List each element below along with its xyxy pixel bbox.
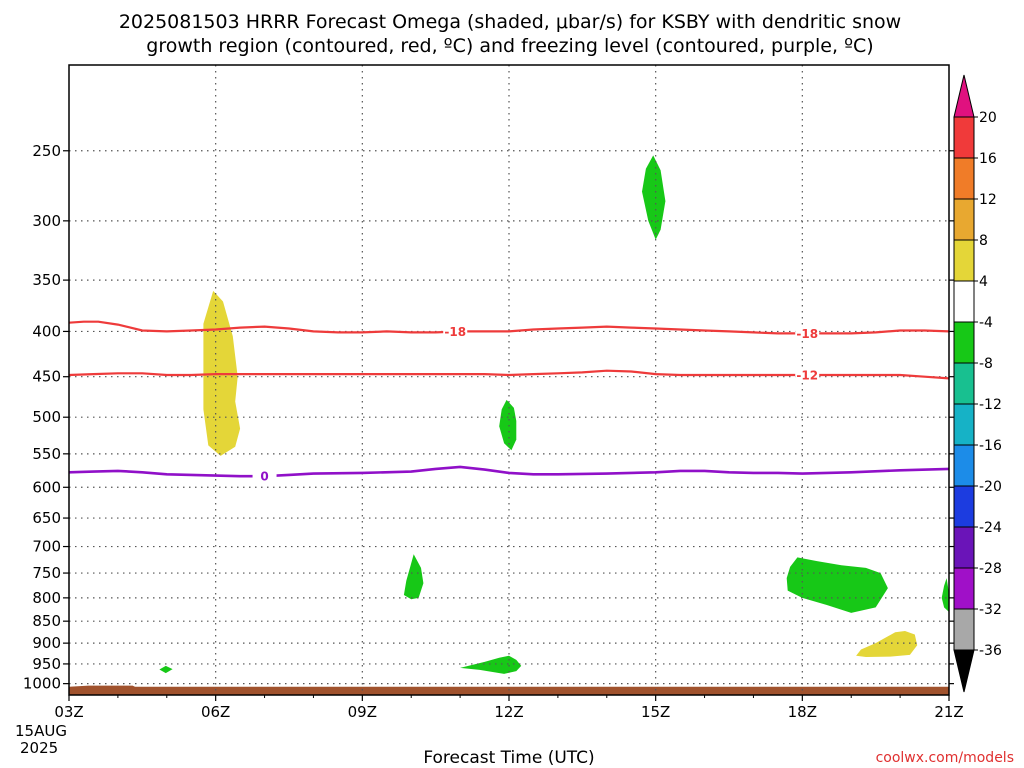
x-tick-label: 12Z bbox=[494, 703, 523, 721]
contour-line-0 bbox=[69, 465, 949, 478]
contour-label: -12 bbox=[796, 368, 818, 382]
x-tick-label: 18Z bbox=[788, 703, 817, 721]
contour-label-bg bbox=[795, 367, 820, 382]
y-tick-label: 600 bbox=[32, 478, 61, 496]
contour-label-layer: -18 -18 -12 0 bbox=[252, 324, 820, 484]
omega-shaded-region-1 bbox=[642, 155, 666, 240]
colorbar-box bbox=[953, 198, 975, 241]
chart-title-line-1: 2025081503 HRRR Forecast Omega (shaded, … bbox=[119, 11, 901, 33]
colorbar-tick-label: -36 bbox=[979, 643, 1002, 659]
colorbar-box bbox=[953, 321, 975, 364]
x-tick-label: 06Z bbox=[201, 703, 230, 721]
colorbar-tick-label: -16 bbox=[979, 438, 1002, 454]
x-tick-label: 09Z bbox=[348, 703, 377, 721]
colorbar-tick-label: 12 bbox=[979, 192, 997, 208]
colorbar-box bbox=[953, 567, 975, 610]
colorbar-bottom-arrow bbox=[953, 649, 975, 693]
plot-area: -18 -18 -12 0 bbox=[68, 64, 950, 696]
y-tick-label: 550 bbox=[32, 445, 61, 463]
contour-label-bg bbox=[252, 469, 277, 484]
omega-shaded-region-4 bbox=[786, 557, 888, 613]
omega-shaded-region-6 bbox=[460, 655, 522, 674]
colorbar-tick-label: -32 bbox=[979, 602, 1002, 618]
colorbar-tick-label: -20 bbox=[979, 479, 1002, 495]
x-axis: 03Z 06Z 09Z 12Z 15Z 18Z 21Z bbox=[54, 695, 964, 721]
y-tick-label: 800 bbox=[32, 589, 61, 607]
chart-title-line-2: growth region (contoured, red, ºC) and f… bbox=[146, 35, 873, 57]
colorbar-tick-label: -28 bbox=[979, 561, 1002, 577]
omega-shaded-region-7 bbox=[159, 665, 173, 674]
x-tick-label: 21Z bbox=[934, 703, 963, 721]
omega-shaded-region-2 bbox=[499, 399, 517, 451]
colorbar-top-arrow bbox=[953, 74, 975, 118]
contour-label: -18 bbox=[444, 325, 466, 339]
colorbar-box bbox=[953, 608, 975, 651]
x-tick-label: 03Z bbox=[54, 703, 83, 721]
x-date-line-2: 2025 bbox=[20, 739, 58, 757]
contour-label-bg bbox=[443, 324, 468, 339]
contour-label: -18 bbox=[796, 327, 818, 341]
omega-shaded-region-3 bbox=[403, 554, 424, 600]
colorbar-box bbox=[953, 444, 975, 487]
grid-layer bbox=[69, 65, 949, 695]
colorbar-tick-label: 8 bbox=[979, 233, 988, 249]
colorbar-tick-label: 16 bbox=[979, 151, 997, 167]
omega-shaded-region-5 bbox=[941, 578, 949, 612]
contour-label: 0 bbox=[260, 470, 268, 484]
y-tick-label: 450 bbox=[32, 368, 61, 386]
y-tick-label: 700 bbox=[32, 538, 61, 556]
contour-line--12 bbox=[69, 369, 949, 380]
y-tick-label: 500 bbox=[32, 408, 61, 426]
x-axis-title: Forecast Time (UTC) bbox=[423, 748, 594, 768]
credit-link[interactable]: coolwx.com/models bbox=[876, 750, 1014, 766]
colorbar-box bbox=[953, 485, 975, 528]
colorbar-box bbox=[953, 526, 975, 569]
colorbar-box bbox=[953, 157, 975, 200]
y-tick-label: 250 bbox=[32, 142, 61, 160]
y-tick-label: 300 bbox=[32, 212, 61, 230]
y-tick-label: 400 bbox=[32, 322, 61, 340]
colorbar-box bbox=[953, 239, 975, 282]
colorbar-tick-label: 20 bbox=[979, 110, 997, 126]
y-tick-label: 650 bbox=[32, 509, 61, 527]
x-date-line-1: 15AUG bbox=[15, 722, 67, 740]
y-tick-label: 950 bbox=[32, 655, 61, 673]
y-tick-label: 750 bbox=[32, 564, 61, 582]
x-tick-label: 15Z bbox=[641, 703, 670, 721]
y-tick-label: 900 bbox=[32, 634, 61, 652]
omega-shaded-region-8 bbox=[856, 631, 918, 657]
colorbar-box bbox=[953, 403, 975, 446]
contour-label-bg bbox=[795, 326, 820, 341]
y-tick-label: 850 bbox=[32, 612, 61, 630]
colorbar-tick-label: 4 bbox=[979, 274, 988, 290]
colorbar-tick-label: -4 bbox=[979, 315, 993, 331]
colorbar-box bbox=[953, 280, 975, 323]
colorbar-tick-label: -24 bbox=[979, 520, 1002, 536]
colorbar: 20 16 12 8 4 -4 -8 -12 -16 -20 -24 -28 -32 -36 bbox=[953, 74, 1002, 693]
colorbar-box bbox=[953, 116, 975, 159]
y-tick-label: 1000 bbox=[23, 675, 61, 693]
colorbar-box bbox=[953, 362, 975, 405]
y-tick-label: 350 bbox=[32, 271, 61, 289]
colorbar-tick-label: -8 bbox=[979, 356, 993, 372]
y-axis: 250 300 350 400 450 500 550 600 650 700 750 800 850 9… bbox=[23, 142, 954, 693]
colorbar-tick-label: -12 bbox=[979, 397, 1002, 413]
